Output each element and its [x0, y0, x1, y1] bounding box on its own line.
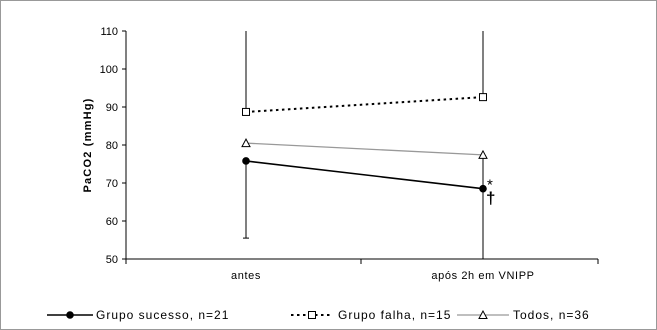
- legend-marker: [66, 311, 74, 319]
- y-tick-label: 50: [106, 254, 118, 266]
- y-tick-label: 70: [106, 178, 118, 190]
- series-line: [245, 142, 484, 156]
- data-point-marker: [242, 157, 250, 165]
- data-point-marker: [479, 184, 487, 193]
- data-point-marker: [478, 149, 488, 159]
- legend: Grupo sucesso, n=21 Grupo falha, n=15 Todo…: [47, 308, 590, 322]
- legend-label: Todos, n=36: [513, 308, 590, 322]
- annotations: *†: [486, 177, 495, 208]
- legend-label: Grupo sucesso, n=21: [96, 308, 229, 322]
- legend-label: Grupo falha, n=15: [338, 308, 451, 322]
- legend-marker: [308, 311, 316, 319]
- y-axis-label: PaCO2 (mmHg): [82, 97, 94, 192]
- axes: 50 60 70 80 90 100 110 antes após 2h em VNIPP PaC…: [82, 26, 599, 282]
- data-point-marker: [479, 93, 487, 102]
- y-tick-label: 100: [100, 64, 118, 76]
- asterisk-annotation: *: [487, 177, 493, 194]
- series-line: [245, 160, 484, 190]
- x-tick-label: após 2h em VNIPP: [431, 270, 534, 282]
- series-line: [245, 96, 484, 113]
- legend-marker: [478, 309, 488, 319]
- series-lines: [245, 96, 484, 190]
- dagger-annotation: †: [486, 189, 495, 208]
- y-tick-label: 90: [106, 102, 118, 114]
- y-tick-label: 80: [106, 140, 118, 152]
- data-point-marker: [241, 138, 251, 148]
- series-markers: [241, 93, 488, 193]
- y-tick-label: 60: [106, 216, 118, 228]
- data-point-marker: [242, 107, 250, 116]
- x-tick-label: antes: [231, 270, 261, 282]
- y-tick-label: 110: [100, 26, 118, 38]
- error-bars: [243, 31, 484, 259]
